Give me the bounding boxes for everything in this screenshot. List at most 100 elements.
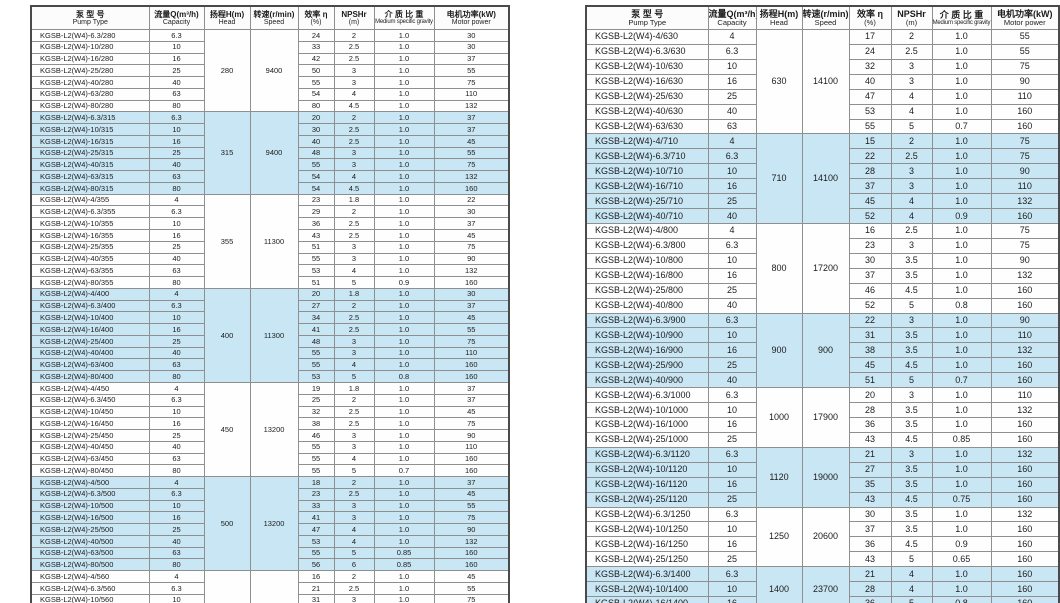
cell-capacity: 10	[707, 163, 757, 180]
cell-npshr: 4	[890, 581, 933, 598]
cell-capacity: 6.3	[148, 299, 205, 313]
cell-gravity: 1.0	[373, 476, 435, 489]
cell-gravity: 1.0	[931, 43, 992, 60]
cell-speed: 13200	[249, 476, 299, 572]
cell-power: 132	[433, 99, 510, 113]
cell-efficiency: 36	[848, 596, 892, 603]
cell-gravity: 1.0	[931, 103, 992, 120]
cell-model: KGSB-L2(W4)-6.3/500	[30, 487, 150, 501]
cell-efficiency: 55	[297, 452, 335, 466]
table-row: KGSB-L2(W4)-6.3/280 6.3 280 9400 24 2 1.0 30	[30, 28, 510, 113]
cell-gravity: 1.0	[931, 476, 992, 493]
cell-npshr: 3	[890, 446, 933, 463]
column-header-efficiency: 效率 η (%)	[848, 5, 892, 30]
cell-gravity: 1.0	[931, 312, 992, 329]
cell-efficiency: 40	[848, 73, 892, 90]
cell-power: 160	[433, 546, 510, 560]
cell-model: KGSB-L2(W4)-25/400	[30, 334, 150, 348]
column-header-gravity-line2: Medium specific gravity	[932, 19, 991, 26]
cell-model: KGSB-L2(W4)-40/500	[30, 534, 150, 548]
cell-capacity: 80	[148, 99, 205, 113]
cell-capacity: 10	[707, 581, 757, 598]
cell-model: KGSB-L2(W4)-4/450	[30, 381, 150, 395]
cell-efficiency: 55	[297, 440, 335, 454]
cell-power: 160	[433, 358, 510, 372]
cell-npshr: 2.5	[333, 229, 375, 242]
cell-gravity: 1.0	[931, 58, 992, 75]
cell-power: 160	[990, 566, 1060, 583]
cell-gravity: 1.0	[373, 170, 435, 183]
cell-power: 55	[433, 499, 510, 513]
cell-efficiency: 53	[297, 370, 335, 383]
cell-gravity: 0.75	[931, 491, 992, 508]
cell-capacity: 25	[707, 357, 757, 374]
cell-gravity: 1.0	[373, 123, 435, 136]
cell-power: 160	[433, 370, 510, 383]
cell-model: KGSB-L2(W4)-6.3/400	[30, 299, 150, 313]
cell-capacity: 40	[707, 372, 757, 389]
cell-npshr: 2	[333, 205, 375, 219]
cell-gravity: 0.65	[931, 551, 992, 568]
column-header-speed: 转速(r/min) Speed	[249, 5, 299, 30]
cell-speed: 11300	[249, 193, 299, 289]
cell-efficiency: 43	[297, 229, 335, 242]
table-row: KGSB-L2(W4)-63/315 63 54 4 1.0 132	[30, 170, 510, 183]
cell-gravity: 1.0	[931, 387, 992, 404]
cell-capacity: 4	[707, 29, 757, 45]
cell-model: KGSB-L2(W4)-16/900	[585, 342, 709, 359]
cell-npshr: 5	[890, 118, 933, 135]
cell-efficiency: 45	[848, 357, 892, 374]
cell-capacity: 25	[707, 282, 757, 299]
table-row: KGSB-L2(W4)-6.3/900 6.3 900 900 22 3 1.0 90	[585, 312, 1060, 389]
cell-npshr: 3.5	[890, 402, 933, 418]
cell-capacity: 6.3	[148, 29, 205, 42]
table-row: KGSB-L2(W4)-6.3/1000 6.3 1000 17900 20 3 1.0 11…	[585, 387, 1060, 448]
column-header-speed-line2: Speed	[263, 18, 285, 26]
cell-efficiency: 37	[848, 521, 892, 538]
cell-power: 110	[990, 178, 1060, 195]
cell-model: KGSB-L2(W4)-40/400	[30, 346, 150, 360]
cell-model: KGSB-L2(W4)-10/900	[585, 327, 709, 344]
table-row: KGSB-L2(W4)-40/280 40 55 3 1.0 75	[30, 76, 510, 89]
cell-capacity: 63	[148, 546, 205, 560]
cell-model: KGSB-L2(W4)-25/450	[30, 429, 150, 442]
cell-npshr: 2	[333, 111, 375, 125]
cell-gravity: 1.0	[373, 429, 435, 442]
cell-capacity: 10	[148, 405, 205, 419]
cell-capacity: 16	[148, 323, 205, 336]
cell-power: 45	[433, 311, 510, 325]
header-row: 泵 型 号 Pump Type 流量Q(m³/h) Capacity 扬程H(m) Hea…	[30, 5, 510, 30]
cell-efficiency: 53	[297, 534, 335, 548]
cell-capacity: 16	[148, 134, 205, 148]
cell-capacity: 4	[707, 133, 757, 150]
cell-gravity: 1.0	[373, 111, 435, 125]
table-row: KGSB-L2(W4)-16/1000 16 36 3.5 1.0 160	[585, 416, 1060, 433]
cell-npshr: 3.5	[890, 342, 933, 359]
cell-efficiency: 19	[297, 381, 335, 395]
cell-model: KGSB-L2(W4)-10/710	[585, 163, 709, 180]
cell-model: KGSB-L2(W4)-6.3/1120	[585, 446, 709, 463]
cell-gravity: 1.0	[931, 73, 992, 90]
cell-gravity: 0.7	[931, 372, 992, 389]
cell-npshr: 2	[333, 29, 375, 42]
cell-capacity: 16	[148, 229, 205, 242]
cell-model: KGSB-L2(W4)-10/560	[30, 593, 150, 603]
cell-model: KGSB-L2(W4)-16/315	[30, 134, 150, 148]
cell-gravity: 1.0	[931, 133, 992, 150]
cell-efficiency: 41	[297, 511, 335, 525]
cell-power: 37	[433, 111, 510, 125]
table-row: KGSB-L2(W4)-40/630 40 53 4 1.0 160	[585, 103, 1060, 120]
cell-efficiency: 29	[297, 205, 335, 219]
cell-head: 900	[755, 312, 803, 389]
table-row: KGSB-L2(W4)-6.3/630 6.3 24 2.5 1.0 55	[585, 43, 1060, 60]
cell-model: KGSB-L2(W4)-25/800	[585, 282, 709, 299]
cell-power: 160	[990, 103, 1060, 120]
cell-power: 30	[433, 287, 510, 301]
cell-npshr: 3	[333, 334, 375, 348]
cell-capacity: 6.3	[148, 111, 205, 125]
cell-npshr: 4	[890, 88, 933, 105]
cell-capacity: 6.3	[148, 581, 205, 595]
cell-efficiency: 56	[297, 558, 335, 572]
cell-capacity: 40	[148, 346, 205, 360]
